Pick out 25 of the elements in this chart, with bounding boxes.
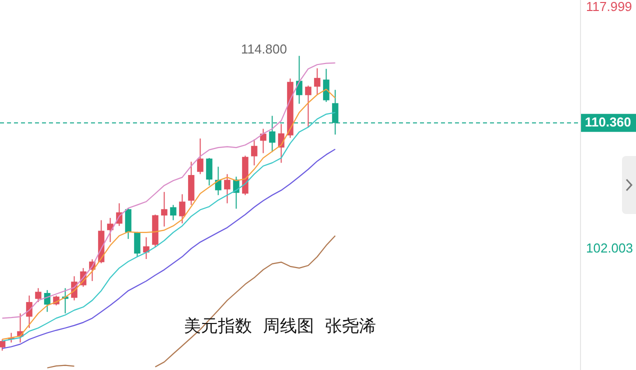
- candlestick: [296, 55, 302, 104]
- candlestick: [305, 85, 312, 128]
- candlestick: [179, 194, 186, 224]
- ref-line-label: 110.360: [584, 114, 632, 130]
- annotation: 美元指数 周线图 张尧浠: [184, 316, 376, 336]
- candlestick: [314, 68, 320, 96]
- candlestick: [35, 288, 42, 303]
- candlestick: [125, 208, 132, 240]
- candlestick: [206, 157, 212, 186]
- candlestick: [197, 138, 204, 175]
- candlestick: [170, 204, 176, 221]
- candlestick: [260, 128, 266, 154]
- candlestick: [134, 231, 140, 258]
- candlestick: [323, 68, 330, 102]
- candlestick: [251, 138, 258, 166]
- candlestick: [44, 290, 50, 312]
- candlestick: [215, 166, 222, 196]
- candlestick: [161, 191, 168, 228]
- y-tick-label: 102.003: [586, 240, 633, 256]
- annotation: 114.800: [240, 42, 287, 57]
- candlestick: [26, 295, 32, 329]
- candlestick: [224, 174, 230, 204]
- candlestick: [0, 338, 6, 352]
- y-tick-label: 117.999: [586, 0, 632, 14]
- candlestick: [107, 217, 114, 243]
